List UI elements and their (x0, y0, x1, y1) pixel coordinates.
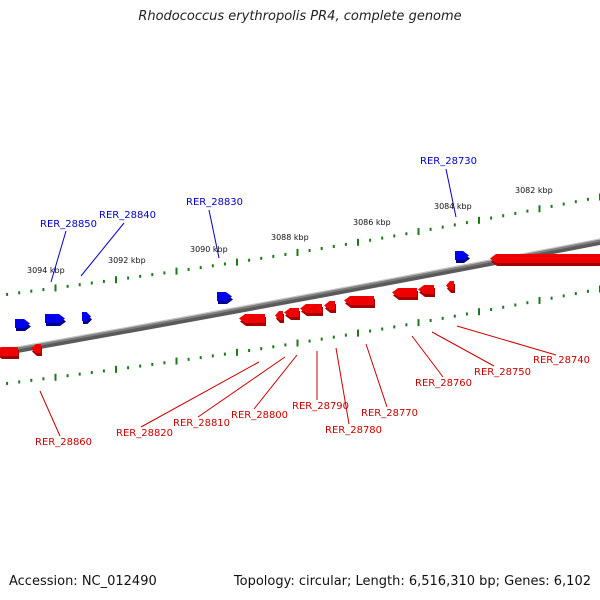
gene-RER_28820b (239, 314, 265, 323)
gene-RER_28850b (15, 319, 30, 328)
gene-RER_28810 (284, 308, 299, 317)
gene-RER_28730 (455, 251, 469, 260)
leader-RER_28840 (80, 222, 125, 277)
gene-label-RER_28730[interactable]: RER_28730 (420, 156, 477, 167)
gene-RER_28760 (418, 285, 434, 294)
scale-label-3086: 3086 kbp (353, 218, 391, 227)
gene-RER_28840 (82, 312, 91, 321)
gene-label-RER_28840[interactable]: RER_28840 (99, 210, 156, 221)
scale-label-3090: 3090 kbp (190, 245, 228, 254)
leader-RER_28850 (50, 230, 67, 283)
gene-RER_28820 (275, 311, 283, 320)
gene-label-RER_28770[interactable]: RER_28770 (361, 408, 418, 419)
scale-label-3094: 3094 kbp (27, 266, 65, 275)
scale-label-3092: 3092 kbp (108, 256, 146, 265)
scale-label-3084: 3084 kbp (434, 202, 472, 211)
scale-ticks (6, 193, 600, 385)
gene-RER_28830 (217, 292, 232, 301)
genome-summary-text: Topology: circular; Length: 6,516,310 bp… (233, 574, 591, 589)
leader-RER_28820 (140, 361, 260, 428)
scale-label-3082: 3082 kbp (515, 186, 553, 195)
gene-label-RER_28740[interactable]: RER_28740 (533, 355, 590, 366)
gene-features (0, 251, 600, 359)
leader-RER_28750 (431, 331, 495, 367)
leader-RER_28860 (39, 390, 61, 437)
label-leaders (39, 168, 557, 437)
gene-RER_28800 (300, 304, 322, 313)
gene-label-RER_28780[interactable]: RER_28780 (325, 425, 382, 436)
gene-label-RER_28850[interactable]: RER_28850 (40, 219, 97, 230)
gene-label-RER_28750[interactable]: RER_28750 (474, 367, 531, 378)
gene-label-RER_28790[interactable]: RER_28790 (292, 401, 349, 412)
leader-RER_28770 (365, 343, 388, 408)
gene-label-RER_28860[interactable]: RER_28860 (35, 437, 92, 448)
leader-RER_28760 (411, 335, 444, 378)
gene-RER_28770 (392, 288, 417, 297)
leader-RER_28730 (445, 168, 457, 218)
gene-RER_28750 (446, 281, 454, 290)
leader-RER_28800 (253, 354, 298, 410)
leader-RER_28740 (456, 325, 557, 356)
gene-RER_28850 (45, 314, 65, 323)
gene-label-RER_28800[interactable]: RER_28800 (231, 410, 288, 421)
gene-label-RER_28760[interactable]: RER_28760 (415, 378, 472, 389)
gene-RER_28740 (490, 254, 600, 263)
scale-label-3088: 3088 kbp (271, 233, 309, 242)
gene-label-RER_28830[interactable]: RER_28830 (186, 197, 243, 208)
leader-RER_28830 (208, 209, 220, 259)
gene-RER_28860 (31, 344, 41, 353)
accession-text: Accession: NC_012490 (9, 574, 157, 589)
gene-labels: 3082 kbp 3084 kbp 3086 kbp 3088 kbp 3090… (27, 156, 590, 448)
leader-RER_28780 (335, 347, 350, 425)
gene-RER_28790 (324, 301, 335, 310)
leader-RER_28810 (197, 356, 286, 418)
gene-RER_28780 (344, 296, 374, 305)
gene-label-RER_28820[interactable]: RER_28820 (116, 428, 173, 439)
genome-title: Rhodococcus erythropolis PR4, complete g… (138, 9, 462, 24)
gene-label-RER_28810[interactable]: RER_28810 (173, 418, 230, 429)
gene-RER_28860b (0, 347, 18, 356)
